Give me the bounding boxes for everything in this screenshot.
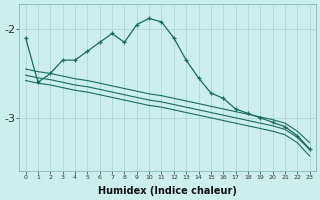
X-axis label: Humidex (Indice chaleur): Humidex (Indice chaleur) [98,186,237,196]
